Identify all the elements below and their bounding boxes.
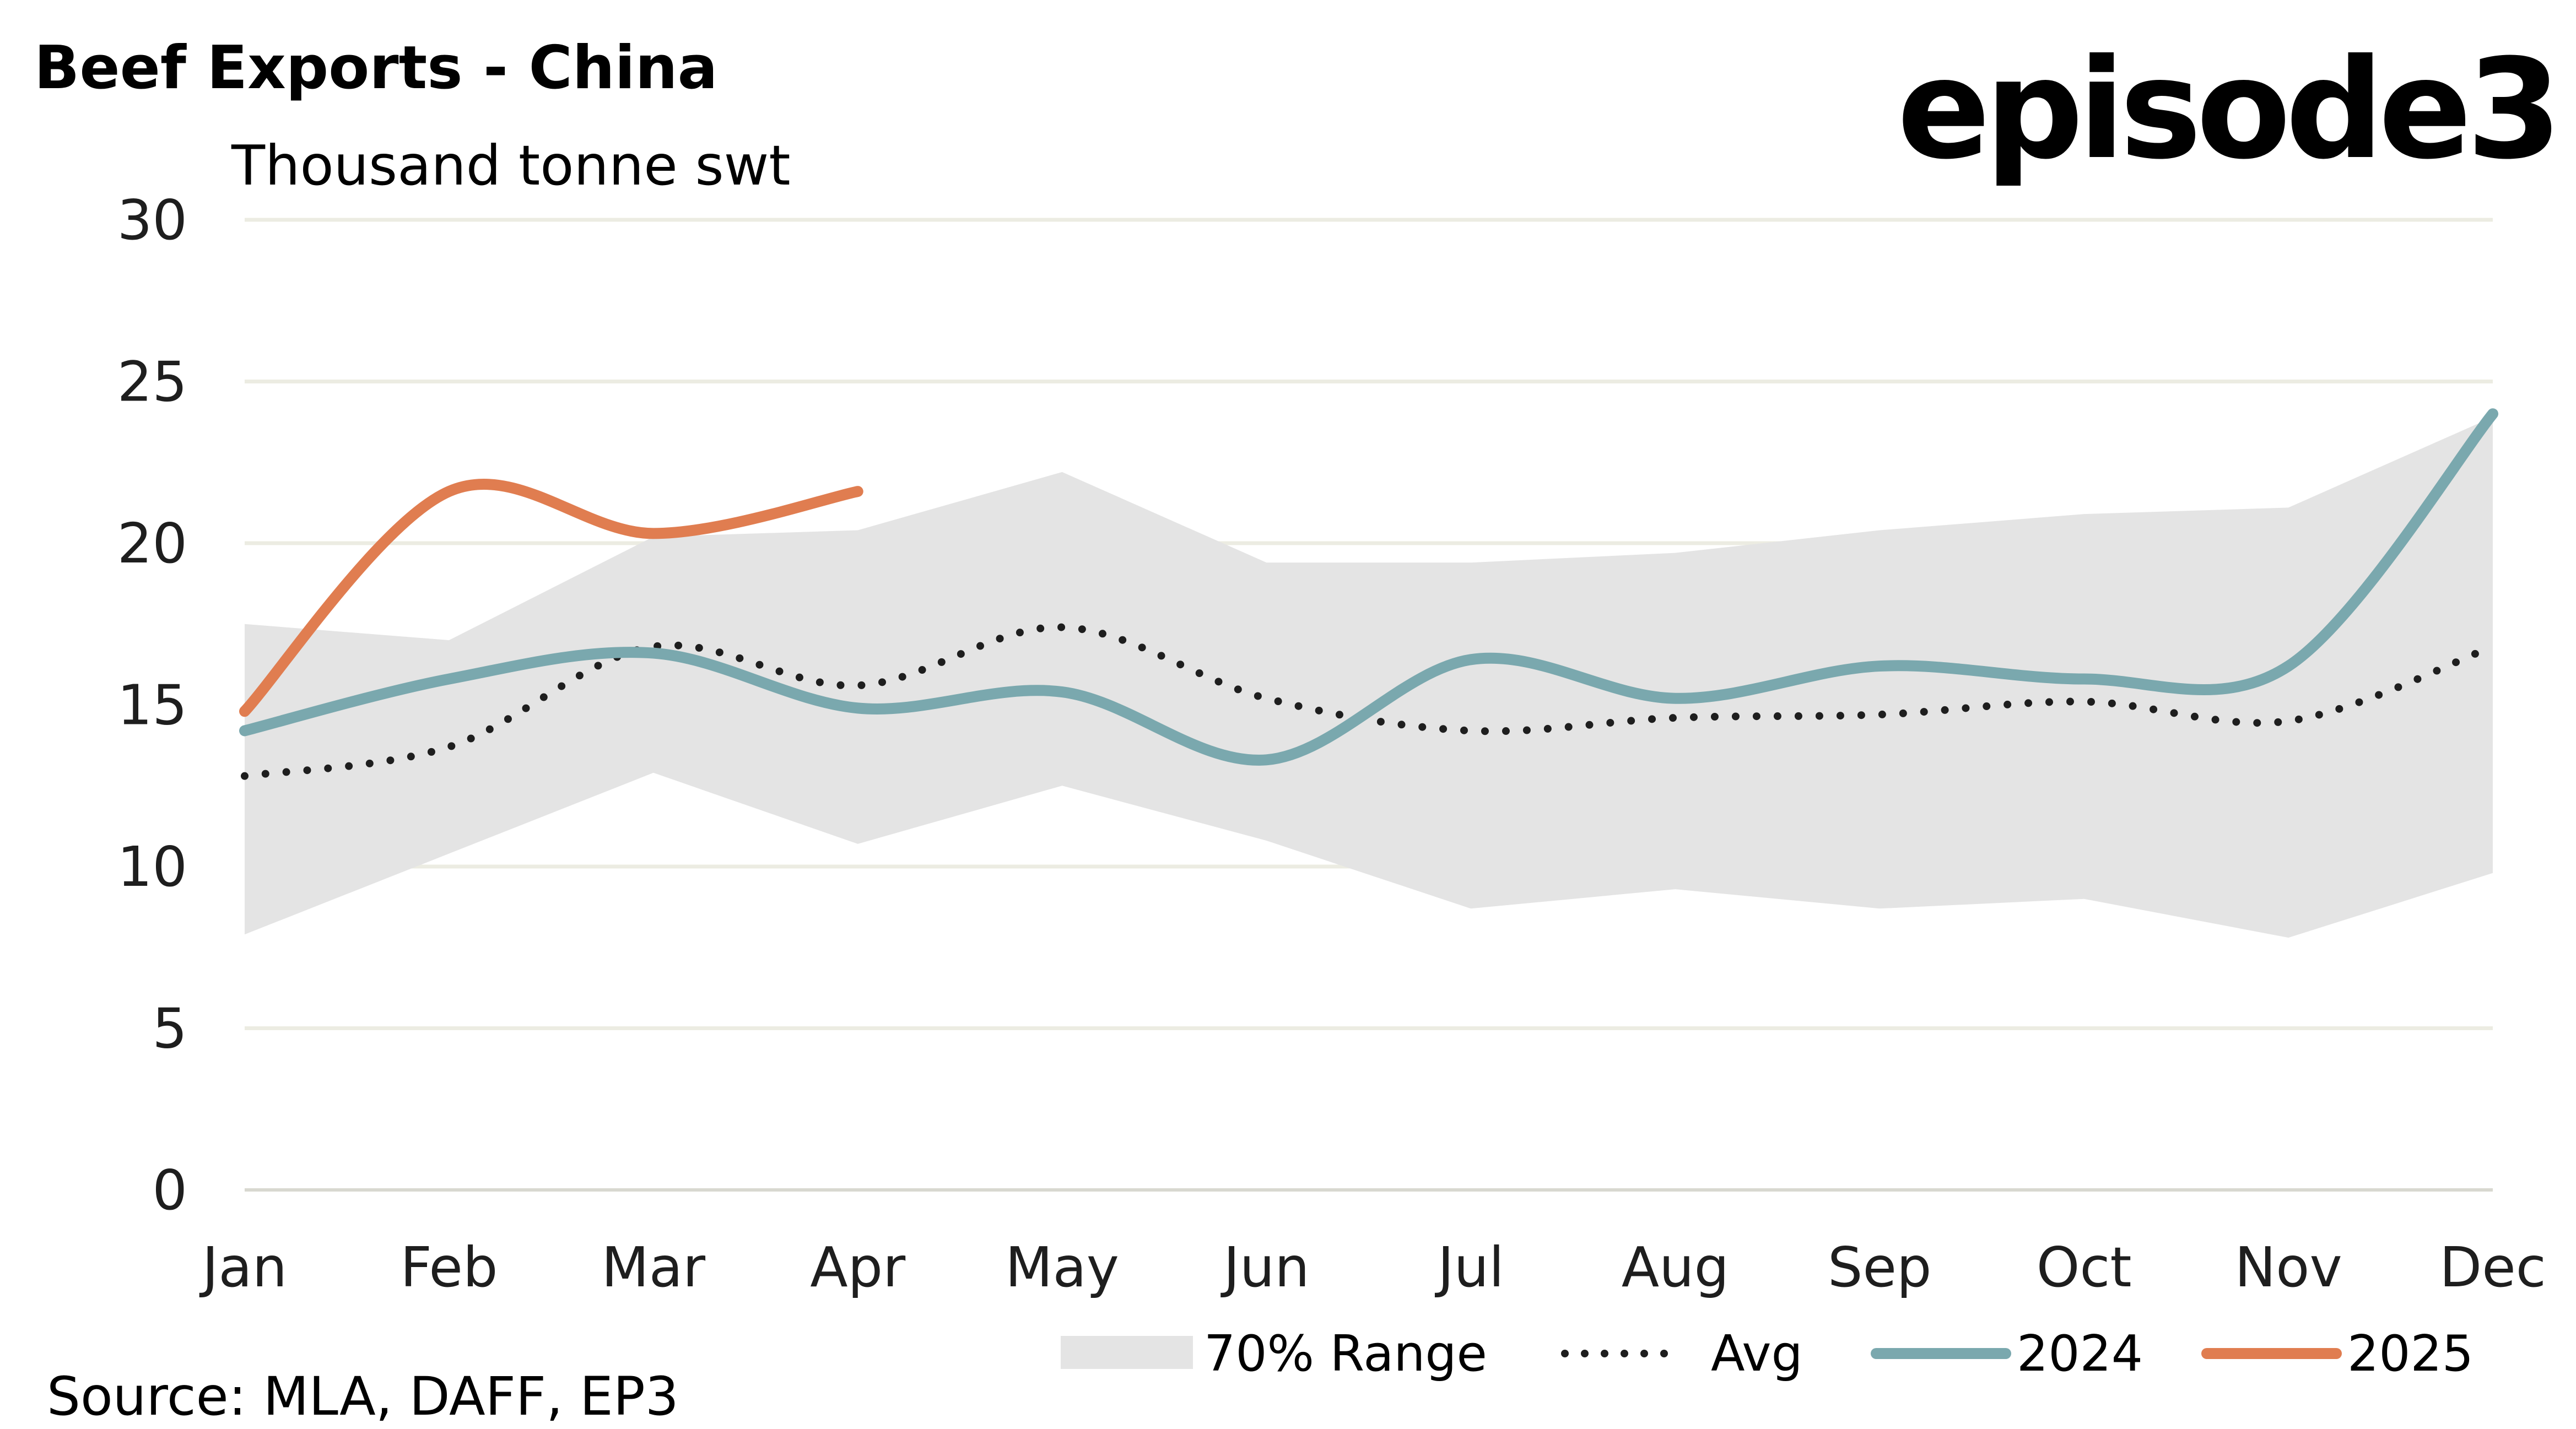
series-lines <box>239 408 2498 780</box>
legend-swatch-range <box>1061 1336 1193 1369</box>
x-tick-label: Jun <box>1220 1235 1309 1300</box>
x-tick-label: Sep <box>1828 1235 1931 1300</box>
legend-label-2024: 2024 <box>2017 1325 2143 1383</box>
series-line-2025 <box>239 479 863 717</box>
y-tick-label: 10 <box>117 835 187 899</box>
chart-title: Beef Exports - China <box>34 34 717 102</box>
x-tick-label: May <box>1005 1235 1119 1300</box>
x-tick-label: Mar <box>601 1235 706 1300</box>
legend: 70% Range Avg 2024 2025 <box>1061 1325 2474 1383</box>
range-area <box>245 417 2493 938</box>
x-tick-label: Dec <box>2439 1235 2546 1300</box>
source-note: Source: MLA, DAFF, EP3 <box>47 1366 679 1427</box>
x-tick-label: Aug <box>1622 1235 1729 1300</box>
y-tick-label: 15 <box>117 673 187 738</box>
x-tick-label: Jan <box>199 1235 287 1300</box>
episode3-logo: episode3 <box>1897 29 2557 190</box>
legend-label-2025: 2025 <box>2347 1325 2474 1383</box>
x-tick-label: Jul <box>1434 1235 1504 1300</box>
x-tick-label: Nov <box>2235 1235 2342 1300</box>
x-tick-label: Apr <box>810 1235 906 1300</box>
y-tick-label: 0 <box>152 1158 187 1222</box>
y-tick-label: 30 <box>117 188 187 252</box>
y-axis-ticks: 0 5 10 15 20 25 30 <box>117 188 187 1222</box>
series-line-2024 <box>239 408 2498 766</box>
y-tick-label: 5 <box>152 997 187 1061</box>
x-tick-label: Oct <box>2037 1235 2132 1300</box>
y-tick-label: 20 <box>117 511 187 576</box>
x-axis-ticks: Jan Feb Mar Apr May Jun Jul Aug Sep Oct Nov Dec <box>199 1235 2546 1300</box>
x-tick-label: Feb <box>400 1235 498 1300</box>
legend-label-range: 70% Range <box>1204 1325 1487 1383</box>
legend-label-avg: Avg <box>1711 1325 1803 1383</box>
y-axis-unit-label: Thousand tonne swt <box>231 133 791 198</box>
y-tick-label: 25 <box>117 350 187 414</box>
